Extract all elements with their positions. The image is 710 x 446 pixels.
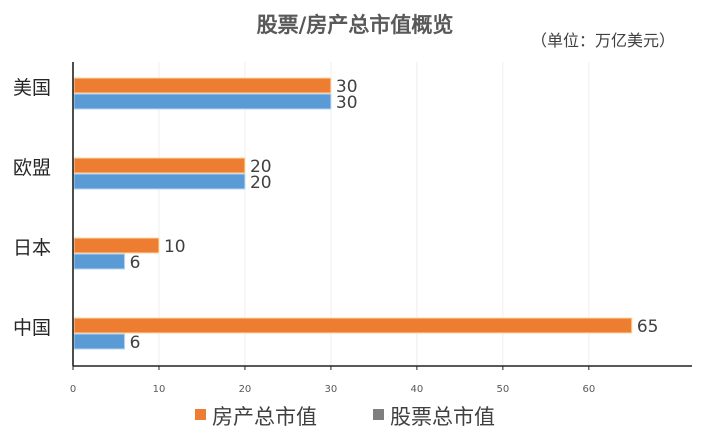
data-label: 6 — [130, 333, 141, 353]
category-label: 美国 — [13, 77, 51, 99]
data-label: 20 — [250, 157, 272, 177]
legend: 房产总市值 股票总市值 — [195, 405, 495, 429]
bar-real-estate-2 — [73, 237, 160, 254]
unit-note: （单位：万亿美元） — [531, 31, 675, 50]
bar-stock-3 — [73, 333, 126, 350]
bar-real-estate-3 — [73, 317, 633, 334]
bar-stock-2 — [73, 253, 126, 270]
bar-real-estate-1 — [73, 157, 246, 174]
x-tick-label: 50 — [496, 384, 509, 395]
legend-label: 股票总市值 — [390, 405, 495, 429]
data-label: 10 — [164, 237, 186, 257]
legend-swatch — [373, 409, 384, 420]
bar-stock-1 — [73, 173, 246, 190]
legend-label: 房产总市值 — [212, 405, 317, 429]
data-label: 65 — [637, 317, 659, 337]
data-label: 30 — [336, 77, 358, 97]
category-label: 日本 — [13, 237, 51, 259]
x-tick-label: 10 — [153, 384, 166, 395]
legend-swatch — [195, 409, 206, 420]
chart-title: 股票/房产总市值概览 — [257, 13, 454, 37]
axes: 0 10 20 30 40 50 60 — [70, 62, 692, 395]
x-tick-label: 60 — [582, 384, 595, 395]
bars — [73, 77, 633, 350]
data-label: 6 — [130, 253, 141, 273]
x-tick-label: 20 — [239, 384, 252, 395]
category-label: 中国 — [13, 317, 51, 339]
x-tick-label: 0 — [70, 384, 76, 395]
gridlines — [158, 62, 590, 366]
data-label: 20 — [250, 173, 272, 193]
data-label: 30 — [336, 93, 358, 113]
bar-stock-0 — [73, 93, 332, 110]
x-tick-label: 30 — [325, 384, 338, 395]
category-label: 欧盟 — [13, 157, 51, 179]
x-tick-label: 40 — [411, 384, 424, 395]
bar-real-estate-0 — [73, 77, 332, 94]
